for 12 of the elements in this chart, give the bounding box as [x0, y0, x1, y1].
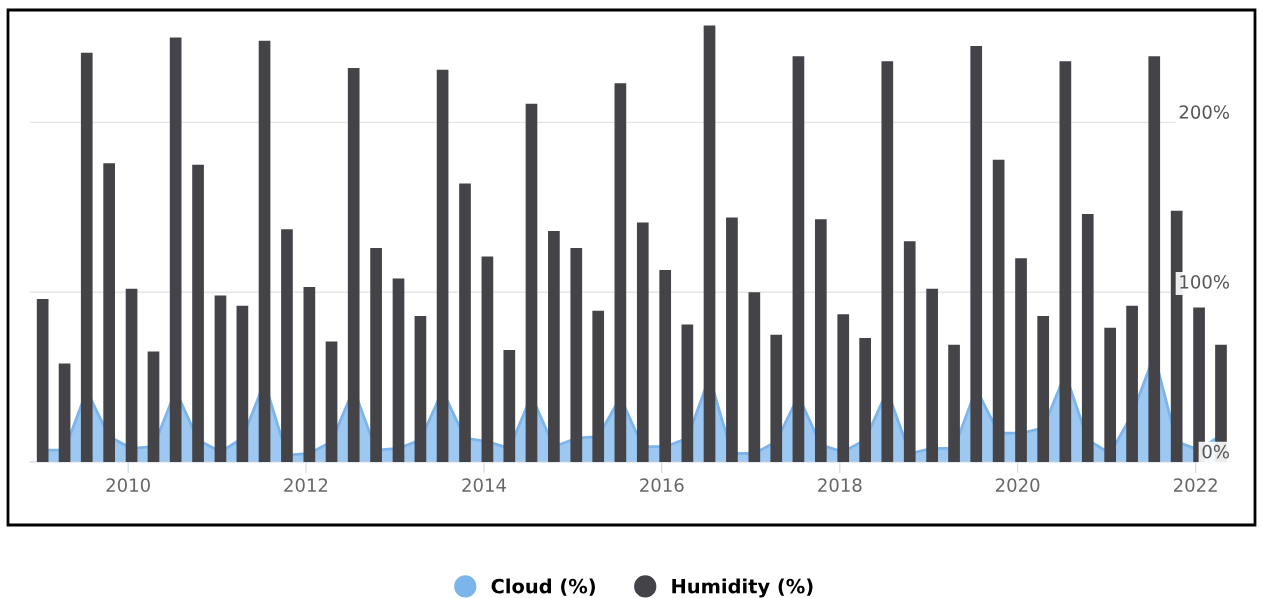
x-tick-label: 2022 — [1174, 478, 1217, 492]
x-tick-label: 2012 — [284, 478, 328, 492]
y-tick-label: 100% — [1180, 275, 1229, 289]
legend-label: Humidity (%) — [672, 578, 813, 598]
x-tick-label: 2014 — [462, 478, 506, 492]
y-tick-label: 0% — [1202, 444, 1229, 459]
x-tick-label: 2016 — [640, 478, 684, 492]
y-tick-label: 200% — [1179, 105, 1229, 119]
x-tick-label: 2010 — [106, 478, 150, 492]
x-tick-label: 2018 — [818, 478, 862, 492]
legend-label: Cloud (%) — [491, 578, 595, 596]
x-tick-label: 2020 — [995, 478, 1040, 492]
